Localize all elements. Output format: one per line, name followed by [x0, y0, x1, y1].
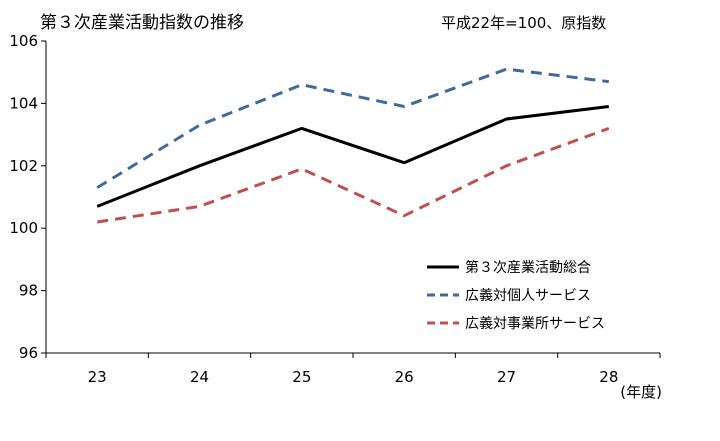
chart-subtitle: 平成22年=100、原指数	[441, 14, 607, 32]
y-tick-label: 102	[9, 157, 38, 175]
chart-title: 第３次産業活動指数の推移	[40, 13, 244, 33]
series-line-3	[96, 126, 610, 224]
x-tick-label: 27	[497, 368, 516, 386]
series-line-1	[96, 105, 609, 208]
y-tick-label: 98	[19, 282, 38, 300]
x-tick-label: 24	[190, 368, 209, 386]
series-line-2	[96, 67, 609, 189]
y-tick-label: 104	[9, 94, 38, 112]
chart-axes: 96 98 100 102 104 106 23 24 25 26 27 28	[9, 32, 661, 386]
chart-series	[96, 67, 610, 224]
y-tick-label: 106	[9, 32, 38, 50]
x-tick-label: 28	[599, 368, 618, 386]
x-tick-label: 23	[88, 368, 107, 386]
y-tick-label: 96	[19, 344, 38, 362]
legend-label-1: 第３次産業活動総合	[465, 259, 591, 276]
y-tick-label: 100	[9, 219, 38, 237]
x-tick-label: 25	[292, 368, 311, 386]
x-tick-label: 26	[395, 368, 414, 386]
x-axis-unit-label: (年度)	[620, 383, 662, 401]
legend-label-2: 広義対個人サービス	[465, 287, 591, 304]
legend-label-3: 広義対事業所サービス	[465, 315, 605, 332]
